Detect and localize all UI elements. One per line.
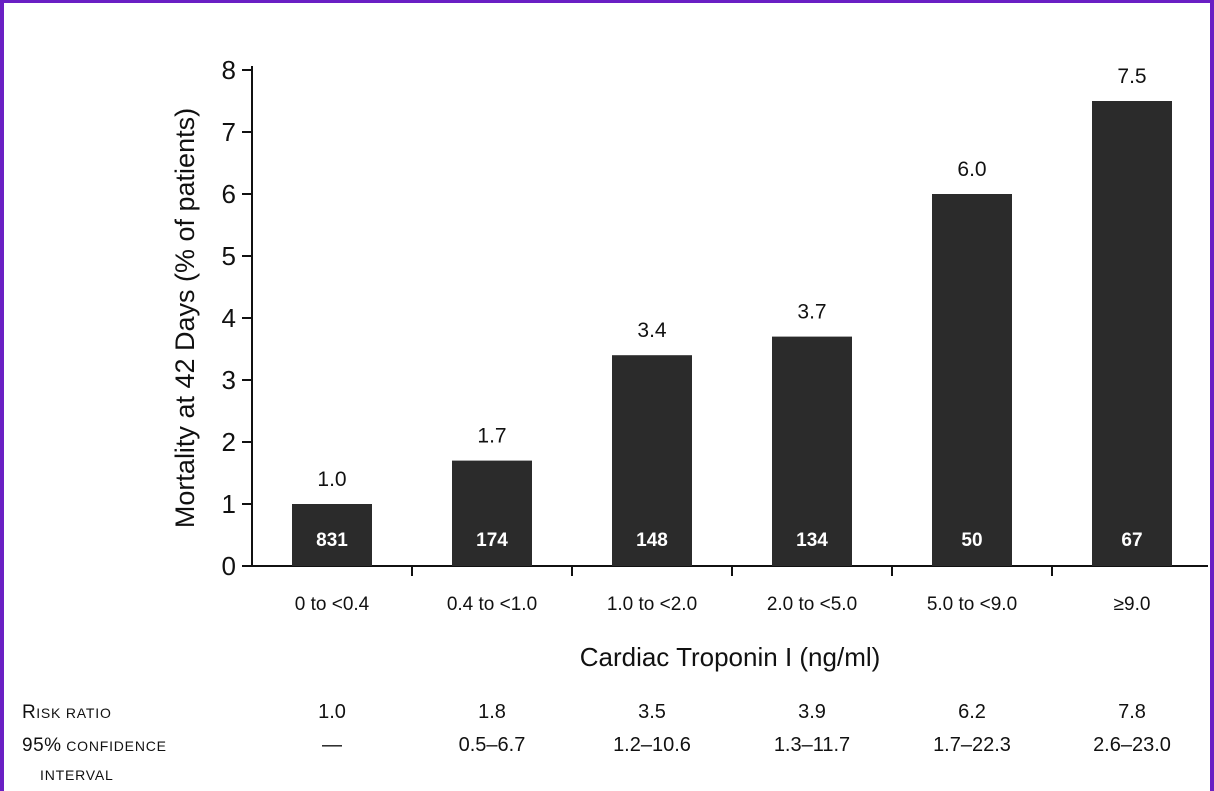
bars: 1.0 831 1.7 174 3.4 148 3.7 134 6.0 50 7.5 67 (292, 65, 1172, 566)
confidence-interval-value: 1.3–11.7 (774, 734, 850, 756)
x-tick-label: 2.0 to <5.0 (767, 594, 857, 615)
bar (292, 504, 372, 566)
confidence-interval-value: 1.7–22.3 (933, 734, 1011, 756)
y-tick-label: 1 (222, 489, 236, 519)
y-tick-label: 6 (222, 179, 236, 209)
y-tick-label: 0 (222, 551, 236, 581)
bar (1092, 101, 1172, 566)
bar-value-label: 7.5 (1117, 65, 1146, 88)
confidence-interval-row: — 0.5–6.7 1.2–10.6 1.3–11.7 1.7–22.3 2.6–23.0 (322, 734, 1171, 756)
bar-count-label: 831 (316, 530, 348, 551)
risk-ratio-label-cap: R (22, 702, 36, 723)
bar-count-label: 134 (796, 530, 828, 551)
bar-count-label: 67 (1121, 530, 1142, 551)
confidence-interval-value: — (322, 734, 342, 756)
ci-label-main: 95% (22, 735, 62, 756)
bar (772, 336, 852, 566)
x-tick-label: 1.0 to <2.0 (607, 594, 697, 615)
x-tick-label: 5.0 to <9.0 (927, 594, 1017, 615)
risk-ratio-row-label: RISK RATIO (22, 702, 112, 723)
bar-value-label: 1.7 (477, 425, 506, 448)
y-tick-label: 5 (222, 241, 236, 271)
risk-ratio-value: 3.9 (798, 701, 826, 723)
confidence-interval-value: 1.2–10.6 (613, 734, 691, 756)
y-tick-label: 4 (222, 303, 236, 333)
frame-border-right (1210, 0, 1214, 791)
ci-row-label: 95% CONFIDENCE (22, 735, 167, 756)
risk-ratio-value: 6.2 (958, 701, 986, 723)
y-ticks: 0 1 2 3 4 5 6 7 8 (222, 55, 252, 581)
risk-ratio-value: 1.0 (318, 701, 346, 723)
bar-count-label: 174 (476, 530, 508, 551)
bar-value-label: 1.0 (317, 468, 346, 491)
risk-ratio-row: 1.0 1.8 3.5 3.9 6.2 7.8 (318, 701, 1146, 723)
frame-border-top (0, 0, 1214, 3)
ci-row-label-line2: INTERVAL (40, 767, 114, 783)
x-axis-label: Cardiac Troponin I (ng/ml) (580, 642, 881, 672)
bar-count-label: 148 (636, 530, 668, 551)
confidence-interval-value: 2.6–23.0 (1093, 734, 1171, 756)
bar (932, 194, 1012, 566)
confidence-interval-value: 0.5–6.7 (459, 734, 526, 756)
y-tick-label: 8 (222, 55, 236, 85)
y-tick-label: 2 (222, 427, 236, 457)
axes (251, 66, 1208, 567)
risk-ratio-label-rest: ISK RATIO (36, 705, 111, 721)
risk-ratio-value: 1.8 (478, 701, 506, 723)
y-tick-label: 3 (222, 365, 236, 395)
bar-value-label: 3.4 (637, 319, 667, 342)
bar-value-label: 3.7 (797, 301, 826, 324)
ci-label-rest: CONFIDENCE (62, 738, 167, 754)
bar (612, 355, 692, 566)
bar-count-label: 50 (961, 530, 982, 551)
y-axis-label: Mortality at 42 Days (% of patients) (170, 108, 200, 528)
risk-ratio-value: 7.8 (1118, 701, 1146, 723)
frame-border-left (0, 0, 4, 791)
bar-value-label: 6.0 (957, 158, 986, 181)
x-ticks: 0 to <0.4 0.4 to <1.0 1.0 to <2.0 2.0 to <5… (295, 566, 1151, 615)
x-tick-label: 0.4 to <1.0 (447, 594, 537, 615)
x-tick-label: ≥9.0 (1114, 594, 1151, 615)
risk-ratio-value: 3.5 (638, 701, 666, 723)
y-tick-label: 7 (222, 117, 236, 147)
bar (452, 460, 532, 566)
x-tick-label: 0 to <0.4 (295, 594, 370, 615)
